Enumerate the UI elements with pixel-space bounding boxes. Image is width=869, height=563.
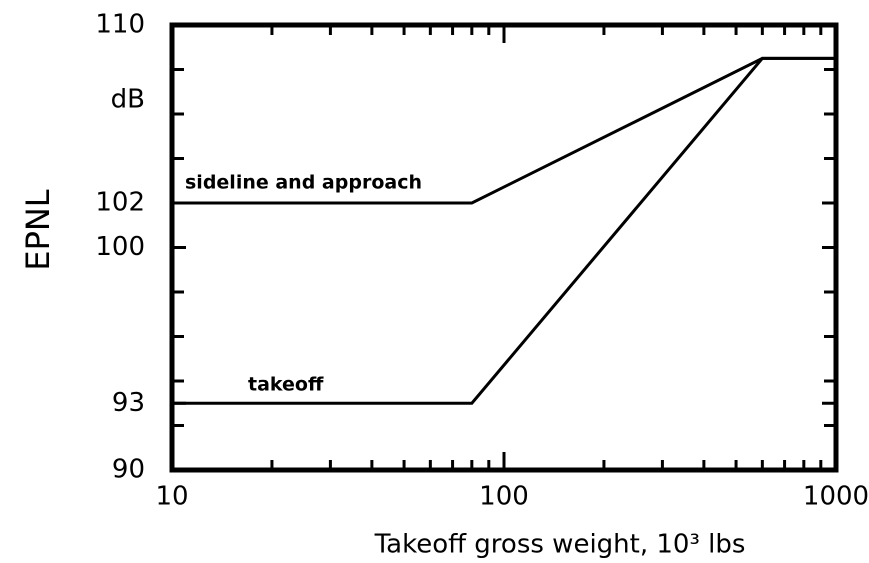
y-tick-label: 90	[112, 455, 145, 485]
series-label: takeoff	[248, 374, 324, 396]
y-tick-label: 93	[112, 388, 145, 418]
y-tick-label: 110	[95, 10, 145, 40]
x-tick-label: 1000	[803, 482, 869, 512]
series-line	[172, 56, 836, 405]
y-tick-label: 100	[95, 232, 145, 262]
y-tick-label: 102	[95, 188, 145, 218]
y-axis-label: EPNL	[19, 189, 57, 270]
x-axis-label: Takeoff gross weight, 10³ lbs	[374, 530, 746, 560]
series-label: sideline and approach	[185, 172, 422, 194]
x-tick-label: 10	[155, 482, 188, 512]
x-tick-label: 100	[479, 482, 529, 512]
y-unit-label: dB	[111, 85, 145, 115]
plot-frame	[169, 22, 839, 473]
